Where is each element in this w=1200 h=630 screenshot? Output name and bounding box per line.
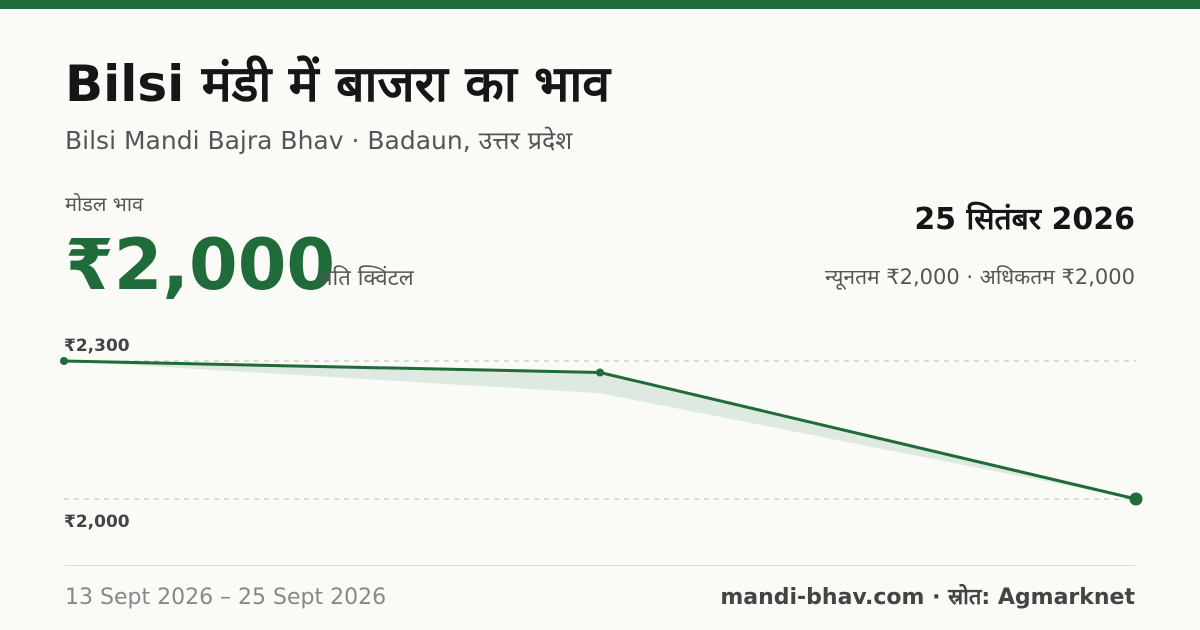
price-trend-chart: ₹2,300 ₹2,000 xyxy=(60,336,1143,532)
data-point-1 xyxy=(596,368,604,377)
modal-price-label: मोडल भाव xyxy=(65,192,144,216)
min-max-band xyxy=(64,361,1136,499)
data-point-2 xyxy=(1129,492,1143,506)
y-tick-label-1: ₹2,000 xyxy=(64,512,130,532)
min-max-range: न्यूनतम ₹2,000 · अधिकतम ₹2,000 xyxy=(825,265,1135,289)
page-title: Bilsi मंडी में बाजरा का भाव xyxy=(65,55,611,113)
price-unit: प्रति क्विंटल xyxy=(320,266,414,291)
data-point-0 xyxy=(60,357,68,365)
footer-divider xyxy=(65,565,1135,566)
y-tick-label-0: ₹2,300 xyxy=(64,336,130,356)
page-subtitle: Bilsi Mandi Bajra Bhav · Badaun, उत्तर प… xyxy=(65,126,573,155)
price-date: 25 सितंबर 2026 xyxy=(914,202,1135,237)
footer-source: mandi-bhav.com · स्रोत: Agmarknet xyxy=(720,585,1135,610)
footer-date-range: 13 Sept 2026 – 25 Sept 2026 xyxy=(65,585,387,610)
top-accent-bar xyxy=(0,0,1200,9)
modal-price-value: ₹2,000 xyxy=(65,224,336,306)
